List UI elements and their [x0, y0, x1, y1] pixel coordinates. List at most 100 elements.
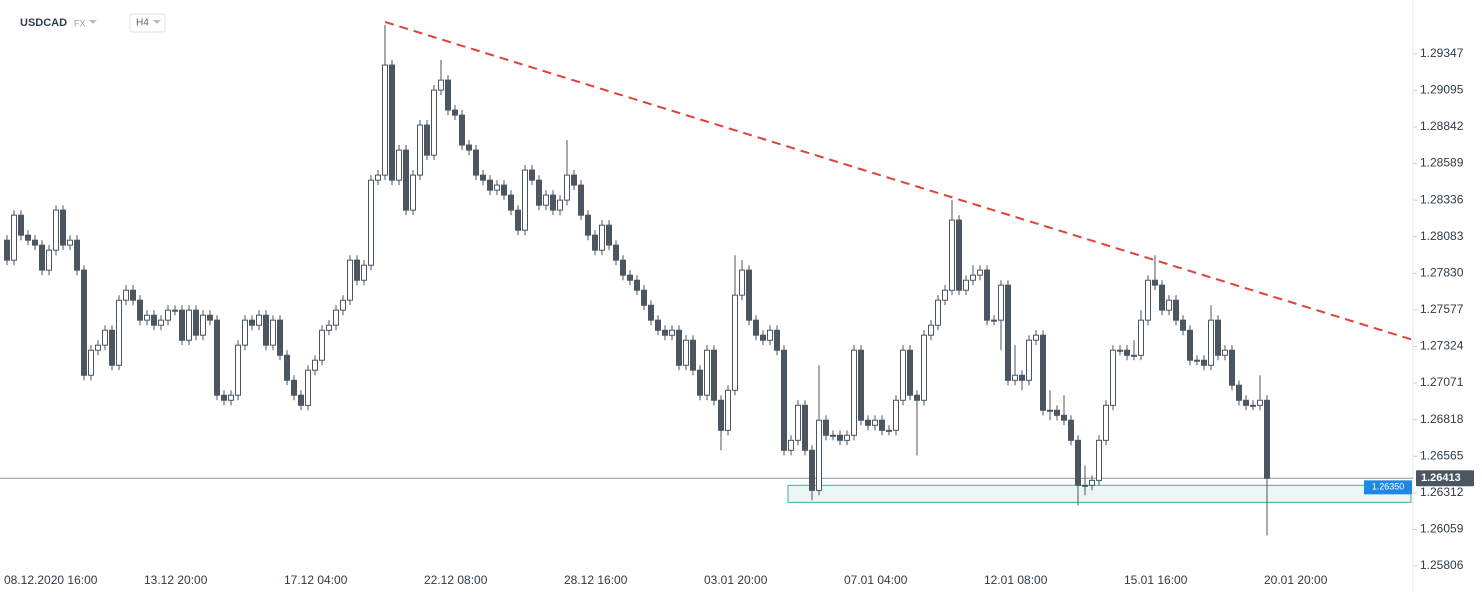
candle-body	[886, 429, 892, 432]
candle-body	[487, 179, 493, 191]
candle-body	[1012, 374, 1018, 381]
candle-body	[606, 224, 612, 246]
candle-body	[221, 394, 227, 401]
candle-body	[200, 314, 206, 336]
candle-body	[998, 284, 1004, 321]
candle-body	[1138, 319, 1144, 356]
candle-body	[137, 299, 143, 321]
candle-body	[844, 434, 850, 441]
candle-body	[382, 64, 388, 176]
candle-body	[403, 149, 409, 211]
candle-body	[1026, 339, 1032, 381]
candle-body	[53, 209, 59, 251]
candle-body	[473, 149, 479, 176]
candle-body	[312, 359, 318, 371]
candle-body	[753, 319, 759, 336]
candle-body	[207, 314, 213, 321]
x-tick-label: 28.12 16:00	[564, 573, 628, 587]
y-tick-label: 1.26312	[1420, 485, 1464, 499]
candle-body	[396, 149, 402, 181]
candle-body	[1124, 349, 1130, 356]
candle-body	[907, 349, 913, 396]
candle-body	[879, 419, 885, 431]
y-tick-label: 1.28083	[1420, 229, 1464, 243]
candle-body	[1054, 409, 1060, 416]
last-price-label: 1.26413	[1421, 472, 1461, 484]
candle-body	[305, 369, 311, 406]
candle-body	[522, 169, 528, 231]
candle-body	[151, 314, 157, 326]
candle-body	[1110, 349, 1116, 406]
candle-body	[1061, 414, 1067, 421]
candle-body	[851, 349, 857, 436]
candle-body	[46, 249, 52, 271]
candle-body	[557, 199, 563, 211]
candle-body	[620, 259, 626, 276]
candle-body	[571, 174, 577, 186]
market-caret	[89, 20, 97, 24]
candle-body	[501, 184, 507, 196]
candle-body	[634, 279, 640, 291]
candle-body	[970, 274, 976, 281]
candle-body	[270, 319, 276, 346]
x-tick-label: 08.12.2020 16:00	[4, 573, 98, 587]
candle-body	[599, 224, 605, 251]
candle-body	[1047, 409, 1053, 412]
candle-body	[39, 244, 45, 271]
candle-body	[732, 294, 738, 391]
support-zone	[787, 484, 1412, 503]
candle-body	[249, 319, 255, 326]
candle-body	[1082, 484, 1088, 487]
candle-body	[613, 244, 619, 261]
candle-body	[767, 329, 773, 341]
candle-body	[4, 239, 10, 261]
candle-body	[788, 439, 794, 451]
candle-body	[984, 269, 990, 321]
candle-body	[1264, 399, 1270, 479]
candle-body	[837, 434, 843, 441]
candle-body	[585, 214, 591, 236]
candle-body	[578, 184, 584, 216]
candle-body	[480, 174, 486, 181]
y-tick-label: 1.26565	[1420, 448, 1464, 462]
candle-body	[830, 434, 836, 437]
x-tick-label: 17.12 04:00	[284, 573, 348, 587]
candle-body	[319, 329, 325, 361]
timeframe-box[interactable]	[129, 13, 166, 33]
candle-body	[900, 349, 906, 401]
zone-label: 1.26350	[1372, 482, 1405, 492]
candle-body	[74, 239, 80, 271]
candle-body	[368, 179, 374, 266]
candle-body	[1145, 279, 1151, 321]
candle-body	[375, 174, 381, 181]
candle-body	[928, 324, 934, 336]
candle-body	[284, 354, 290, 381]
candle-body	[1075, 439, 1081, 486]
candle-body	[291, 379, 297, 396]
y-tick-label: 1.29095	[1420, 83, 1464, 97]
candle-body	[683, 339, 689, 366]
candle-body	[1068, 419, 1074, 441]
candle-body	[410, 174, 416, 211]
candle-body	[1117, 349, 1123, 352]
candle-body	[914, 394, 920, 401]
candle-body	[165, 309, 171, 321]
candle-body	[872, 419, 878, 426]
candle-body	[711, 349, 717, 401]
candle-body	[1229, 349, 1235, 386]
candle-body	[445, 79, 451, 111]
candle-body	[354, 259, 360, 281]
y-tick-label: 1.26818	[1420, 412, 1464, 426]
candle-body	[865, 419, 871, 426]
candle-body	[648, 304, 654, 321]
candle-body	[1201, 359, 1207, 366]
candle-body	[25, 234, 31, 241]
x-tick-label: 12.01 08:00	[984, 573, 1048, 587]
candle-body	[991, 319, 997, 322]
candle-body	[739, 269, 745, 296]
candle-body	[109, 329, 115, 366]
candle-body	[690, 339, 696, 371]
candle-body	[977, 269, 983, 276]
